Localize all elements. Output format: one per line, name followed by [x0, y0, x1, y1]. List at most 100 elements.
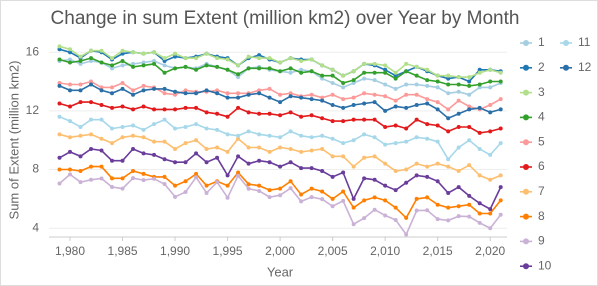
- data-point: [120, 135, 125, 140]
- data-point: [341, 105, 346, 110]
- data-point: [89, 164, 94, 169]
- data-point: [383, 67, 388, 72]
- data-point: [57, 57, 62, 62]
- data-point: [215, 127, 220, 132]
- data-point: [393, 217, 398, 222]
- data-point: [131, 88, 136, 93]
- data-point: [330, 92, 335, 97]
- data-point: [309, 186, 314, 191]
- legend-label: 7: [538, 184, 545, 198]
- data-point: [404, 82, 409, 87]
- data-point: [162, 117, 167, 122]
- data-point: [414, 64, 419, 69]
- data-point: [110, 126, 115, 131]
- data-point: [162, 107, 167, 112]
- data-point: [162, 91, 167, 96]
- legend-label: 12: [578, 60, 592, 74]
- data-point: [173, 147, 178, 151]
- data-point: [173, 183, 178, 188]
- data-point: [320, 133, 325, 138]
- data-point: [78, 82, 83, 87]
- data-point: [215, 111, 220, 116]
- y-tick-label: 8: [32, 162, 39, 176]
- data-point: [467, 163, 472, 168]
- data-point: [89, 79, 94, 84]
- data-point: [236, 173, 241, 178]
- data-point: [141, 88, 146, 93]
- data-point: [414, 117, 419, 122]
- data-point: [341, 198, 346, 203]
- data-point: [372, 135, 377, 140]
- legend-swatch: [523, 139, 529, 146]
- data-point: [435, 123, 440, 128]
- data-point: [372, 154, 377, 159]
- data-point: [194, 138, 199, 143]
- data-point: [120, 51, 125, 56]
- data-point: [78, 88, 83, 93]
- data-point: [488, 152, 493, 157]
- data-point: [341, 85, 346, 90]
- data-point: [278, 69, 283, 74]
- data-point: [110, 176, 115, 181]
- legend-label: 9: [538, 234, 545, 248]
- data-point: [89, 132, 94, 137]
- data-point: [131, 147, 136, 151]
- data-point: [446, 82, 451, 87]
- data-point: [215, 91, 220, 96]
- data-point: [351, 117, 356, 122]
- data-point: [446, 218, 451, 223]
- data-point: [383, 183, 388, 188]
- data-point: [110, 91, 115, 96]
- data-point: [246, 110, 251, 115]
- legend-swatch: [523, 188, 529, 195]
- data-point: [383, 142, 388, 147]
- data-point: [341, 81, 346, 85]
- data-point: [110, 66, 115, 71]
- data-point: [89, 117, 94, 122]
- data-point: [488, 177, 493, 182]
- data-point: [341, 170, 346, 175]
- x-tick-label: 2,010: [370, 244, 400, 258]
- data-point: [120, 186, 125, 191]
- data-point: [488, 67, 493, 72]
- data-point: [351, 78, 356, 83]
- data-point: [498, 70, 503, 75]
- data-point: [278, 186, 283, 191]
- data-point: [152, 50, 157, 55]
- data-point: [309, 69, 314, 74]
- data-point: [278, 92, 283, 97]
- data-point: [414, 208, 419, 213]
- data-point: [309, 135, 314, 140]
- data-point: [456, 82, 461, 87]
- data-point: [330, 174, 335, 179]
- data-point: [246, 129, 251, 134]
- data-point: [404, 167, 409, 172]
- data-point: [299, 166, 304, 171]
- data-point: [78, 54, 83, 59]
- data-point: [57, 114, 62, 119]
- data-point: [68, 135, 73, 140]
- data-point: [120, 125, 125, 129]
- data-point: [341, 119, 346, 124]
- data-point: [183, 189, 188, 194]
- legend-swatch: [523, 213, 529, 220]
- data-point: [488, 207, 493, 212]
- data-point: [99, 60, 104, 65]
- data-point: [393, 76, 398, 81]
- data-point: [278, 145, 283, 150]
- data-point: [141, 171, 146, 176]
- data-point: [288, 147, 293, 151]
- data-point: [99, 48, 104, 53]
- data-point: [246, 66, 251, 71]
- data-point: [267, 95, 272, 100]
- data-point: [267, 111, 272, 116]
- data-point: [68, 149, 73, 154]
- data-point: [267, 66, 272, 71]
- data-point: [404, 139, 409, 144]
- data-point: [393, 205, 398, 210]
- data-point: [383, 161, 388, 166]
- data-point: [173, 92, 178, 97]
- data-point: [225, 57, 230, 62]
- data-point: [215, 88, 220, 93]
